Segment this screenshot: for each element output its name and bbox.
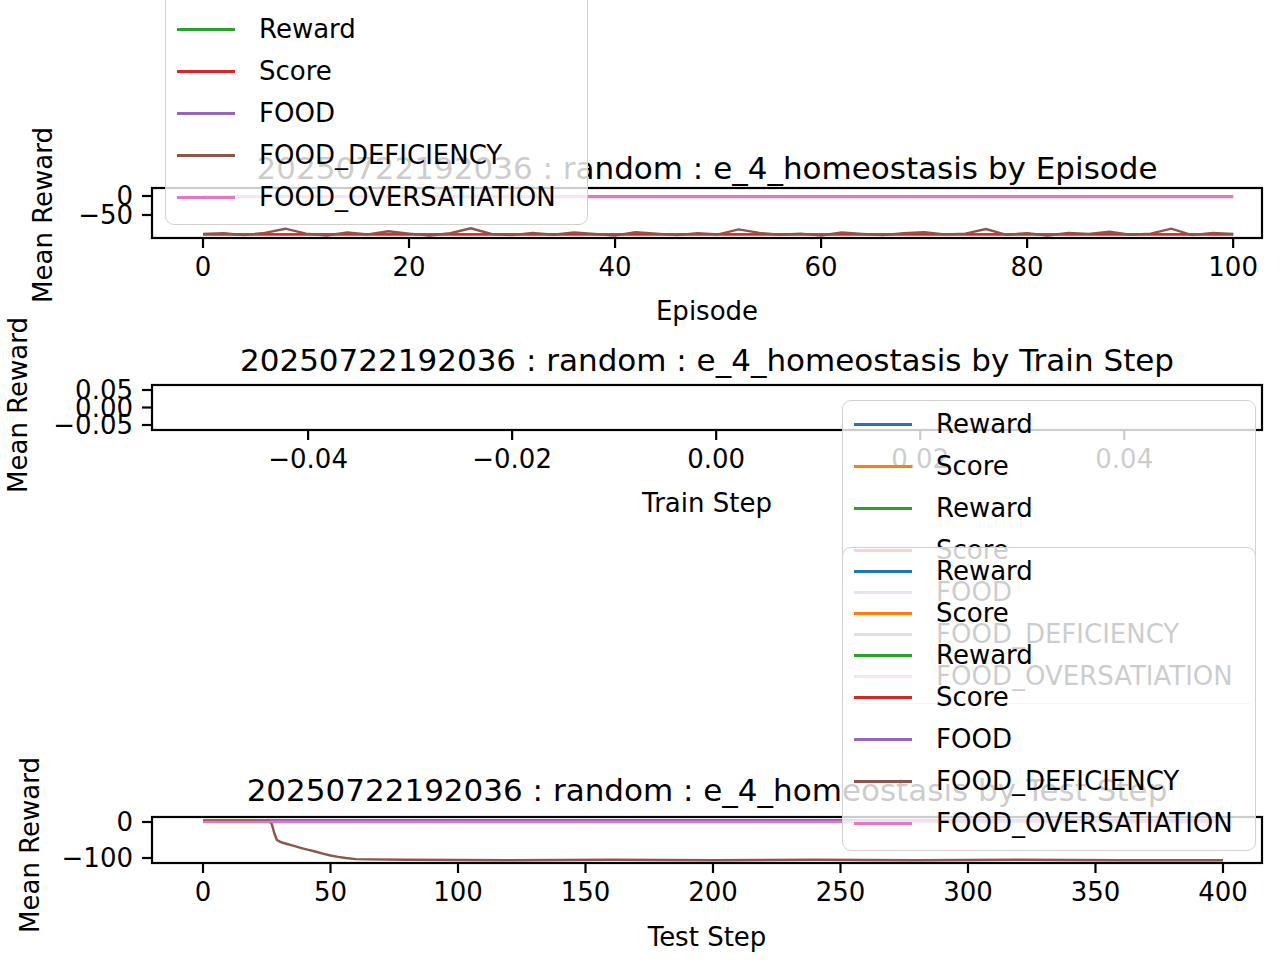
x-tick-label: 250: [816, 877, 866, 907]
legend-line-swatch: [177, 196, 235, 199]
legend-line-swatch: [854, 570, 912, 573]
legend-line-swatch: [854, 507, 912, 510]
y-tick-label: 0: [116, 807, 133, 837]
legend-label: Score: [936, 683, 1009, 712]
episode-plot-legend: Reward Score FOOD FOOD_DEFICIENCY FOOD_OVERS…: [165, 0, 588, 225]
x-tick-label: −0.04: [268, 444, 348, 474]
legend-label: Score: [936, 452, 1009, 481]
x-tick-label: 0.00: [687, 444, 745, 474]
legend-entry: Score: [843, 445, 1255, 487]
x-tick-label: 0: [195, 877, 212, 907]
legend-line-swatch: [854, 696, 912, 699]
legend-entry: Reward: [843, 487, 1255, 529]
x-tick-label: 40: [599, 252, 632, 282]
legend-label: Reward: [259, 15, 356, 44]
x-tick-label: 80: [1011, 252, 1044, 282]
legend-line-swatch: [854, 780, 912, 783]
legend-label: Reward: [936, 410, 1033, 439]
test-step-x-axis-label: Test Step: [648, 922, 767, 952]
train-step-plot-title: 20250722192036 : random : e_4_homeostasi…: [240, 342, 1174, 378]
x-tick-label: −0.02: [472, 444, 552, 474]
y-tick-label: −0.05: [53, 410, 133, 440]
x-tick-label: 300: [943, 877, 993, 907]
legend-line-swatch: [177, 70, 235, 73]
legend-entry: Score: [843, 676, 1255, 718]
legend-label: Reward: [936, 494, 1033, 523]
x-tick-label: 60: [805, 252, 838, 282]
y-tick-label: −100: [62, 843, 133, 873]
legend-label: FOOD_OVERSATIATION: [936, 809, 1233, 838]
x-tick-label: 100: [1208, 252, 1258, 282]
legend-line-swatch: [177, 112, 235, 115]
legend-entry: Score: [843, 592, 1255, 634]
legend-label: Score: [259, 57, 332, 86]
legend-entry: Reward: [843, 550, 1255, 592]
x-tick-label: 200: [688, 877, 738, 907]
x-tick-label: 20: [392, 252, 425, 282]
legend-entry: FOOD_DEFICIENCY: [166, 134, 587, 176]
legend-label: FOOD: [936, 725, 1012, 754]
legend-label: FOOD_DEFICIENCY: [936, 767, 1179, 796]
legend-line-swatch: [854, 822, 912, 825]
legend-entry: FOOD_OVERSATIATION: [843, 802, 1255, 844]
x-tick-label: 400: [1198, 877, 1248, 907]
test-step-y-axis-label: Mean Reward: [14, 695, 46, 960]
legend-line-swatch: [177, 154, 235, 157]
legend-entry: Score: [166, 50, 587, 92]
figure-canvas: 0204060801000−50−0.04−0.020.000.020.040.…: [0, 0, 1280, 960]
legend-line-swatch: [177, 28, 235, 31]
legend-entry: Reward: [166, 8, 587, 50]
x-tick-label: 0: [195, 252, 212, 282]
series-line-FOOD_DEFICIENCY: [203, 228, 1233, 235]
train-step-x-axis-label: Train Step: [642, 488, 772, 518]
legend-entry: FOOD_OVERSATIATION: [166, 176, 587, 218]
test-step-plot-legend: Reward Score Reward Score FOOD FOOD_DEFICIENC…: [842, 547, 1256, 851]
episode-x-axis-label: Episode: [656, 296, 758, 326]
x-tick-label: 150: [561, 877, 611, 907]
legend-line-swatch: [854, 465, 912, 468]
x-tick-label: 100: [433, 877, 483, 907]
y-tick-label: −50: [78, 200, 133, 230]
legend-entry: FOOD: [166, 92, 587, 134]
train-step-y-axis-label: Mean Reward: [2, 255, 34, 555]
legend-entry: FOOD_DEFICIENCY: [843, 760, 1255, 802]
legend-line-swatch: [854, 423, 912, 426]
legend-line-swatch: [854, 738, 912, 741]
legend-label: Reward: [936, 557, 1033, 586]
legend-label: FOOD_OVERSATIATION: [259, 183, 556, 212]
legend-entry: Reward: [843, 403, 1255, 445]
legend-entry: FOOD: [843, 718, 1255, 760]
legend-entry: Reward: [843, 634, 1255, 676]
legend-line-swatch: [854, 654, 912, 657]
legend-label: FOOD: [259, 99, 335, 128]
legend-label: Score: [936, 599, 1009, 628]
legend-label: Reward: [936, 641, 1033, 670]
x-tick-label: 50: [314, 877, 347, 907]
legend-label: FOOD_DEFICIENCY: [259, 141, 502, 170]
legend-line-swatch: [854, 612, 912, 615]
x-tick-label: 350: [1071, 877, 1121, 907]
